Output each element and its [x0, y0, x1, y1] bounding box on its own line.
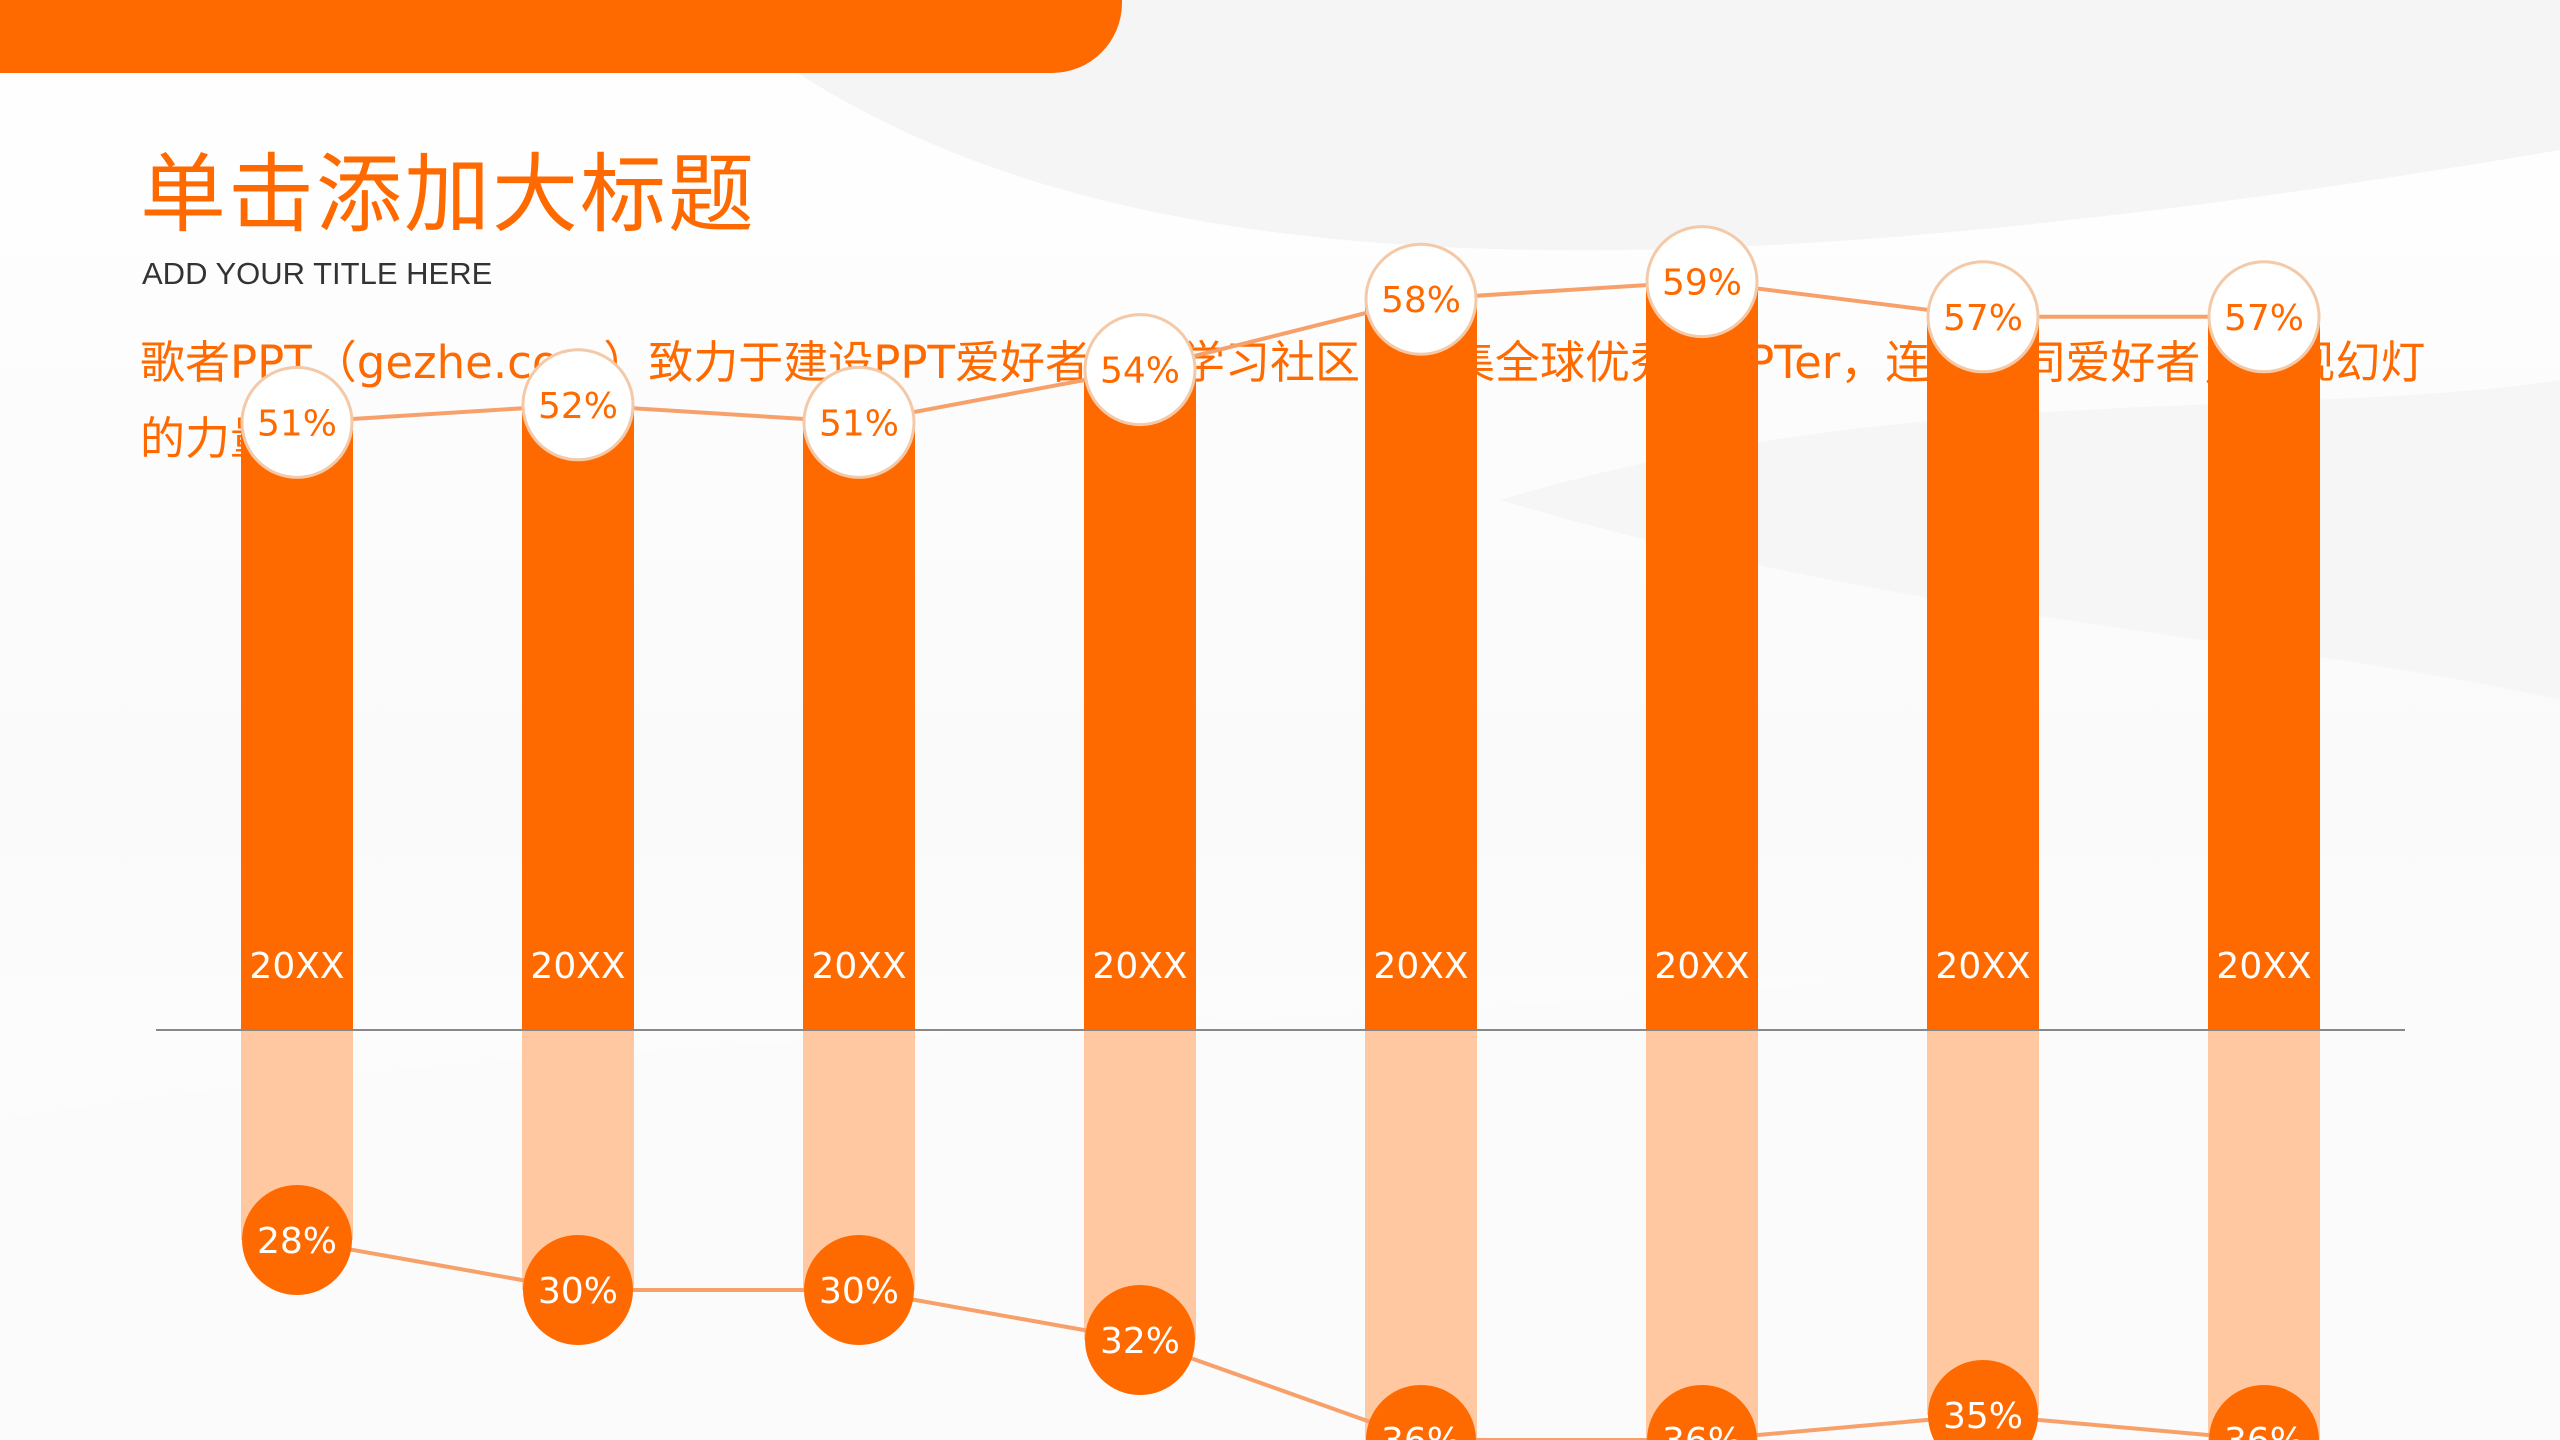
lower-value-label: 32%	[1100, 1321, 1180, 1362]
category-label: 20XX	[2216, 946, 2311, 987]
category-label: 20XX	[1092, 946, 1187, 987]
lower-value-label: 28%	[257, 1221, 337, 1262]
upper-bar	[1927, 317, 2039, 1030]
category-label: 20XX	[1935, 946, 2030, 987]
upper-value-label: 52%	[538, 386, 618, 427]
lower-value-label: 30%	[819, 1271, 899, 1312]
lower-value-label: 36%	[2224, 1421, 2304, 1440]
lower-value-label: 30%	[538, 1271, 618, 1312]
upper-value-label: 58%	[1381, 280, 1461, 321]
category-label: 20XX	[530, 946, 625, 987]
upper-value-label: 57%	[2224, 298, 2304, 339]
category-label: 20XX	[1654, 946, 1749, 987]
category-label: 20XX	[1373, 946, 1468, 987]
lower-value-label: 36%	[1662, 1421, 1742, 1440]
upper-value-label: 54%	[1100, 351, 1180, 392]
upper-bar	[522, 405, 634, 1030]
upper-bar	[241, 422, 353, 1030]
lower-bar	[1927, 1030, 2039, 1415]
upper-bar	[803, 422, 915, 1030]
category-labels-group: 20XX 20XX 20XX 20XX 20XX 20XX 20XX 20XX	[249, 946, 2311, 987]
upper-value-label: 51%	[257, 403, 337, 444]
lower-value-label: 35%	[1943, 1396, 2023, 1437]
category-label: 20XX	[249, 946, 344, 987]
lower-value-label: 36%	[1381, 1421, 1461, 1440]
lower-bar	[1646, 1030, 1758, 1440]
upper-value-label: 57%	[1943, 298, 2023, 339]
lower-bar	[1365, 1030, 1477, 1440]
upper-bar	[1646, 282, 1758, 1030]
upper-bar	[1365, 299, 1477, 1030]
lower-bar	[2208, 1030, 2320, 1440]
upper-bar	[2208, 317, 2320, 1030]
upper-value-label: 51%	[819, 403, 899, 444]
category-label: 20XX	[811, 946, 906, 987]
upper-bar	[1084, 370, 1196, 1030]
upper-value-label: 59%	[1662, 263, 1742, 304]
